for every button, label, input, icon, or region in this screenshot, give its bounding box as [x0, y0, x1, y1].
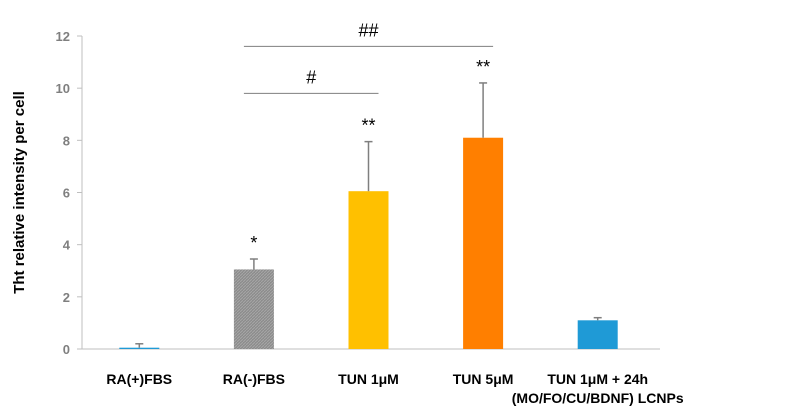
- bar: [463, 137, 504, 349]
- x-tick-label: (MO/FO/CU/BDNF) LCNPs: [512, 390, 684, 406]
- y-tick-label: 8: [63, 133, 70, 148]
- significance-label: **: [361, 116, 375, 136]
- y-tick-label: 10: [56, 81, 70, 96]
- x-tick-label: TUN 5μM: [453, 371, 514, 387]
- significance-label: *: [250, 233, 257, 253]
- y-tick-label: 2: [63, 290, 70, 305]
- bar: [233, 269, 274, 349]
- y-axis-label: Tht relative intensity per cell: [11, 91, 28, 294]
- y-tick-label: 0: [63, 342, 70, 357]
- x-tick-label: RA(-)FBS: [223, 371, 285, 387]
- y-tick-label: 12: [56, 29, 70, 44]
- bar: [119, 347, 160, 349]
- bar: [348, 191, 389, 349]
- y-tick-label: 6: [63, 186, 70, 201]
- significance-label: **: [476, 57, 490, 77]
- y-tick-label: 4: [63, 238, 71, 253]
- comparison-label: #: [306, 67, 316, 87]
- comparison-label: ##: [358, 20, 378, 40]
- bar: [577, 320, 618, 349]
- x-tick-label: TUN 1μM + 24h: [547, 371, 648, 387]
- x-tick-label: RA(+)FBS: [106, 371, 172, 387]
- x-tick-label: TUN 1μM: [338, 371, 399, 387]
